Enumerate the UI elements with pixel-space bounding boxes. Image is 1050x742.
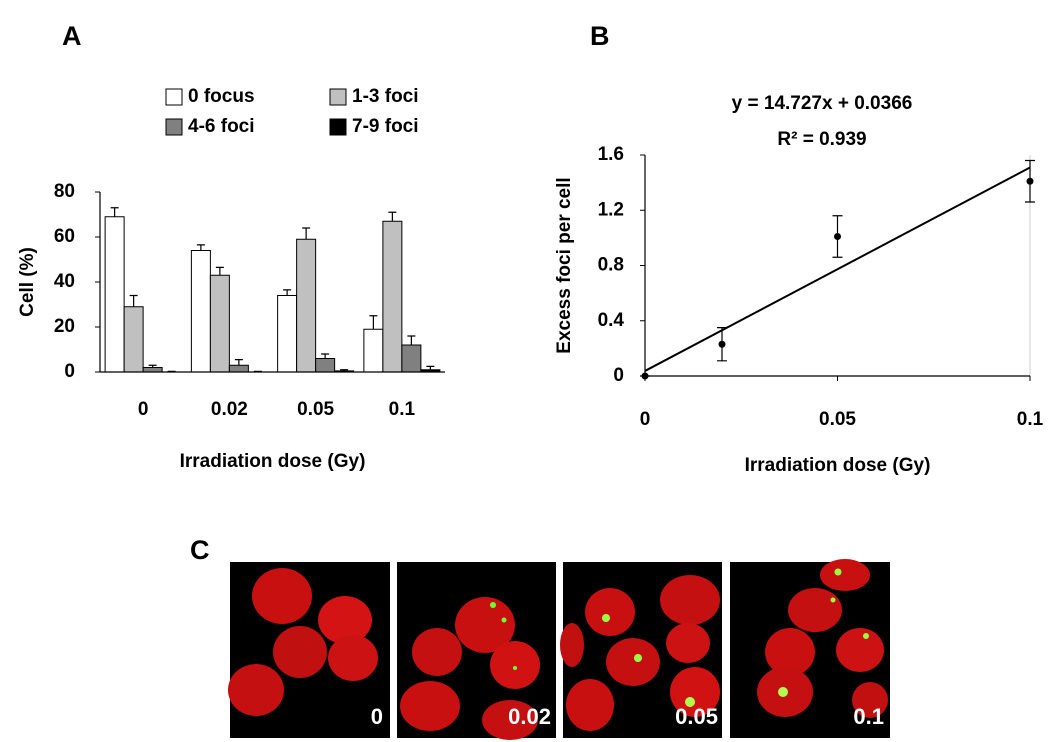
trendline-r2: R² = 0.939 (777, 129, 866, 150)
legend-label: 7-9 foci (352, 116, 419, 137)
error-bar (407, 335, 416, 345)
legend-label: 0 focus (188, 86, 255, 107)
legend-swatch (165, 88, 183, 106)
error-bar (340, 369, 349, 371)
error-bar (283, 289, 292, 296)
x-tick-label: 0 (640, 409, 651, 430)
panel-label: C (190, 535, 210, 565)
micrograph-label: 0.1 (853, 704, 884, 729)
error-bar (129, 294, 138, 307)
y-tick-label: 0.8 (598, 255, 624, 276)
bar (315, 358, 336, 373)
micrograph (228, 562, 390, 738)
panel-label: B (590, 21, 610, 51)
error-bar (302, 227, 311, 240)
micrograph (730, 559, 890, 738)
y-tick-label: 40 (54, 271, 75, 292)
legend-swatch (329, 88, 347, 106)
micrographs: 0 0.02 0.05 0.1 (228, 559, 890, 740)
micrograph (397, 562, 556, 740)
x-tick-label: 0.02 (211, 399, 248, 420)
error-bar (215, 266, 224, 276)
bar (382, 220, 403, 373)
x-axis-title: Irradiation dose (Gy) (180, 451, 366, 472)
y-tick-label: 60 (54, 226, 75, 247)
micrograph-label: 0 (371, 704, 383, 729)
bar (277, 295, 298, 373)
micrograph (560, 562, 722, 738)
x-axis-title: Irradiation dose (Gy) (745, 455, 931, 476)
y-tick-label: 20 (54, 316, 75, 337)
bar (142, 367, 163, 373)
y-tick-label: 1.6 (598, 144, 624, 165)
y-tick-label: 1.2 (598, 199, 624, 220)
error-bar (426, 365, 435, 370)
point (1026, 177, 1034, 185)
y-axis-title: Cell (%) (17, 247, 38, 317)
error-bar (369, 315, 378, 330)
x-tick-label: 0.1 (389, 399, 416, 420)
panel-label: A (62, 21, 82, 51)
trendline (644, 166, 1031, 372)
error-bar (148, 364, 157, 368)
legend-label: 4-6 foci (188, 116, 255, 137)
micrograph-label: 0.05 (675, 704, 718, 729)
y-tick-label: 0.4 (598, 310, 625, 331)
bar (401, 344, 422, 373)
legend-label: 1-3 foci (352, 86, 419, 107)
trendline-equation: y = 14.727x + 0.0366 (732, 93, 913, 114)
y-tick-label: 0 (613, 365, 624, 386)
error-bar (388, 211, 397, 222)
error-bar (321, 353, 330, 359)
bar (123, 306, 144, 373)
x-tick-label: 0.1 (1017, 409, 1044, 430)
x-tick-label: 0.05 (297, 399, 334, 420)
micrograph-label: 0.02 (508, 704, 551, 729)
error-bar (196, 244, 205, 251)
legend-swatch (329, 118, 347, 136)
y-tick-label: 80 (54, 181, 75, 202)
bar (363, 328, 384, 373)
point (834, 232, 841, 240)
error-bar (234, 359, 243, 366)
error-bar (110, 207, 119, 217)
bar (104, 216, 125, 373)
bar (228, 364, 249, 373)
bar (296, 238, 317, 373)
x-tick-label: 0 (138, 399, 149, 420)
point (718, 340, 726, 348)
bar (209, 274, 230, 373)
y-axis-title: Excess foci per cell (554, 177, 575, 353)
x-tick-label: 0.05 (819, 409, 856, 430)
bar (190, 250, 211, 373)
legend-swatch (165, 118, 183, 136)
y-tick-label: 0 (64, 361, 75, 382)
